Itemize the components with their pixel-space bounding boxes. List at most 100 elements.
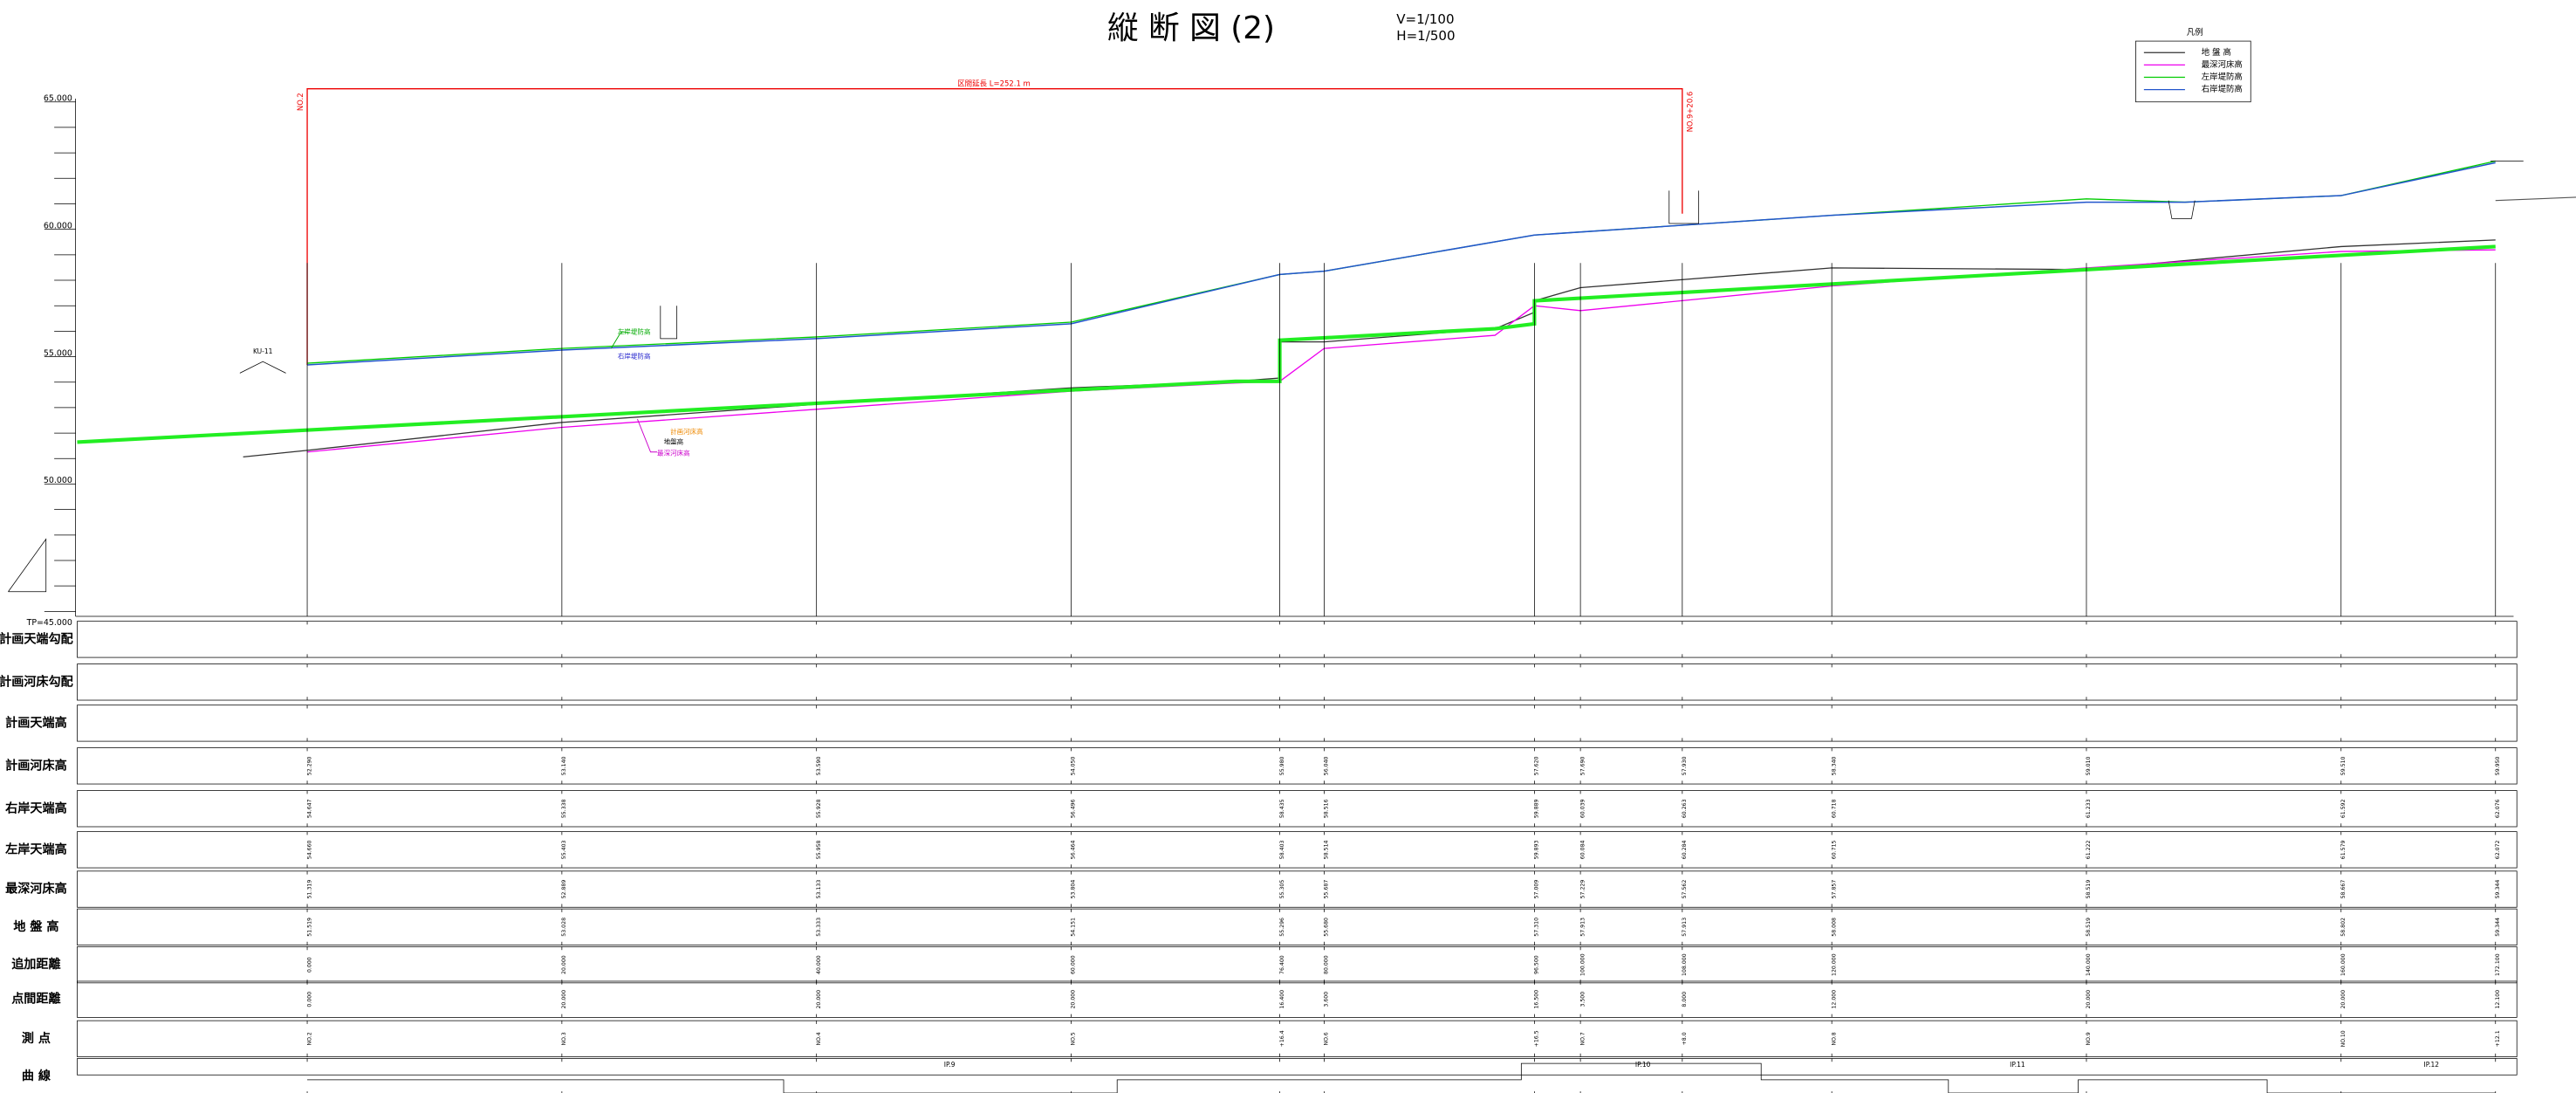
cell: 55.680: [1324, 918, 1330, 937]
cell: NO.2: [306, 1032, 312, 1045]
cell: 60.263: [1682, 799, 1688, 818]
section-bracket: [306, 88, 1683, 365]
row-box: [77, 705, 2518, 742]
cell: 96.500: [1534, 955, 1540, 974]
cell: +8.0: [1682, 1032, 1688, 1045]
legend-item: 右岸堤防高: [2202, 84, 2243, 94]
row-box: [77, 946, 2518, 984]
legend-box: [2135, 40, 2251, 103]
cell: 20.000: [561, 990, 567, 1009]
cell: 20.000: [2340, 990, 2346, 1009]
cell: 55.928: [816, 799, 822, 818]
cell: 60.718: [1831, 799, 1837, 818]
cell: 52.290: [306, 756, 312, 775]
cell: 56.040: [1324, 756, 1330, 775]
cell: 61.222: [2086, 840, 2092, 859]
cell: 62.072: [2495, 840, 2501, 859]
curve-label: IP.11: [2010, 1061, 2025, 1069]
row-label: 計画天端高: [5, 715, 67, 730]
cell: 3.600: [1324, 992, 1330, 1007]
cell: 59.893: [1534, 840, 1540, 859]
curve-label: IP.10: [1635, 1061, 1651, 1069]
cell: NO.3: [561, 1032, 567, 1045]
cell: 61.592: [2340, 799, 2346, 818]
row-label: 右岸天端高: [5, 801, 67, 815]
benchmark-label: KU-11: [253, 347, 273, 355]
cell: NO.7: [1579, 1032, 1586, 1045]
cell: NO.9: [2086, 1032, 2092, 1045]
row-box: [77, 831, 2518, 869]
cell: 60.039: [1579, 799, 1586, 818]
cell: 60.000: [1071, 955, 1077, 974]
cell: 80.000: [1324, 955, 1330, 974]
deepest-bed-line: [306, 249, 2496, 453]
row-box: [77, 663, 2518, 701]
cell: 60.084: [1579, 840, 1586, 859]
axis-label: 50.000: [44, 476, 72, 485]
cell: 53.804: [1071, 880, 1077, 899]
slope-mark: [8, 538, 47, 593]
cell: 58.516: [1324, 799, 1330, 818]
row-label: 計画天端勾配: [0, 631, 73, 646]
curve-line: [307, 1062, 2496, 1093]
deepest-label: 最深河床高: [657, 449, 690, 457]
section-label: 区間延長 L=252.1 m: [957, 79, 1031, 88]
cell: 54.050: [1071, 756, 1077, 775]
cell: 54.647: [306, 799, 312, 818]
cell: 55.305: [1279, 880, 1285, 899]
cell: 59.010: [2086, 756, 2092, 775]
cell: NO.6: [1324, 1032, 1330, 1045]
row-label: 計画河床高: [5, 758, 67, 773]
cell: 20.000: [561, 955, 567, 974]
cell: +16.5: [1534, 1030, 1540, 1047]
row-label: 左岸天端高: [4, 842, 67, 856]
benchmark-mark: [239, 361, 286, 374]
row-box: [77, 1058, 2518, 1076]
cell: 0.000: [306, 957, 312, 973]
cell: 76.400: [1279, 955, 1285, 974]
cell: 51.319: [306, 880, 312, 899]
structure: [2168, 200, 2196, 219]
cell: +12.1: [2495, 1030, 2501, 1047]
cell: 140.000: [2086, 953, 2092, 976]
cell: 55.980: [1279, 756, 1285, 775]
cell: 53.590: [816, 756, 822, 775]
curve-label: IP.9: [944, 1061, 956, 1069]
cell: 54.151: [1071, 918, 1077, 937]
cell: 56.464: [1071, 840, 1077, 859]
cell: 54.660: [306, 840, 312, 859]
cell: 58.667: [2340, 880, 2346, 899]
title: 縦 断 図 (2): [1107, 10, 1275, 46]
row-label: 最深河床高: [5, 882, 67, 897]
cell: 58.340: [1831, 756, 1837, 775]
row-box: [77, 1020, 2518, 1057]
row-box: [77, 747, 2518, 785]
cell: 57.620: [1534, 756, 1540, 775]
cell: 61.233: [2086, 799, 2092, 818]
right-bank-label: 右岸堤防高: [618, 352, 651, 361]
row-box: [77, 980, 2518, 1018]
scale-v: V=1/100: [1396, 11, 1454, 27]
cell: 56.496: [1071, 799, 1077, 818]
cell: 59.510: [2340, 756, 2346, 775]
cell: 51.519: [306, 918, 312, 937]
cell: 57.913: [1579, 918, 1586, 937]
cell: 55.687: [1324, 880, 1330, 899]
legend-item: 左岸堤防高: [2202, 72, 2243, 82]
cell: 57.690: [1579, 756, 1586, 775]
cell: 40.000: [816, 955, 822, 974]
structure: [660, 306, 678, 340]
axis-label: 65.000: [44, 93, 72, 103]
cell: 12.100: [2495, 990, 2501, 1009]
cell: 0.000: [306, 992, 312, 1007]
row-box: [77, 870, 2518, 908]
ground-label: 地盤高: [664, 437, 684, 445]
cell: 120.000: [1831, 953, 1837, 976]
cell: 59.344: [2495, 880, 2501, 899]
cell: 53.028: [561, 918, 567, 937]
axis-label: 55.000: [44, 348, 72, 358]
row-label: 地 盤 高: [13, 919, 58, 934]
cell: 59.950: [2495, 756, 2501, 775]
